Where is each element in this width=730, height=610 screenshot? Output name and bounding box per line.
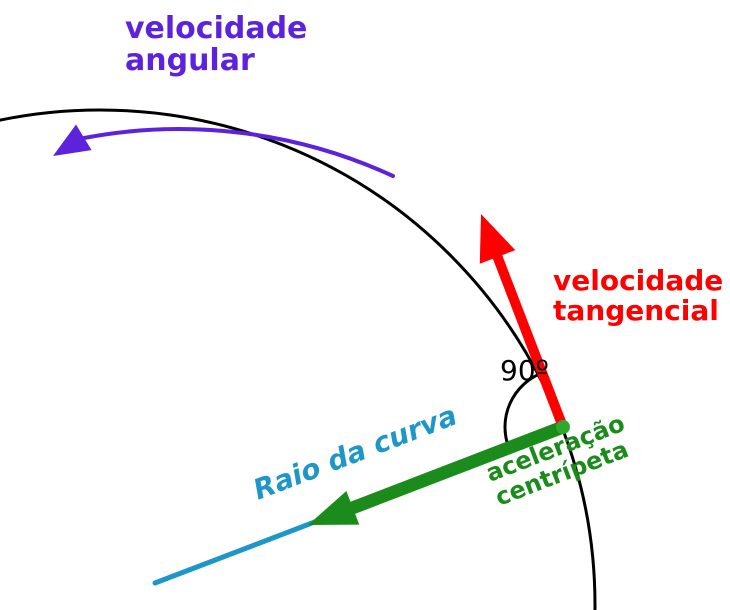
diagram-canvas: velocidadeangular velocidadetangencial90º… xyxy=(0,0,730,610)
svg-text:90º: 90º xyxy=(500,354,549,387)
angular-arc xyxy=(84,129,393,176)
svg-text:Raio da curva: Raio da curva xyxy=(249,399,462,507)
right-angle-label: 90º xyxy=(500,354,549,387)
radius-label: Raio da curva xyxy=(249,399,462,507)
svg-text:velocidadeangular: velocidadeangular xyxy=(125,11,307,78)
svg-text:velocidadetangencial: velocidadetangencial xyxy=(553,264,723,327)
angular-velocity-label: velocidadeangular xyxy=(125,11,307,78)
tangential-velocity-label: velocidadetangencial xyxy=(553,264,723,327)
